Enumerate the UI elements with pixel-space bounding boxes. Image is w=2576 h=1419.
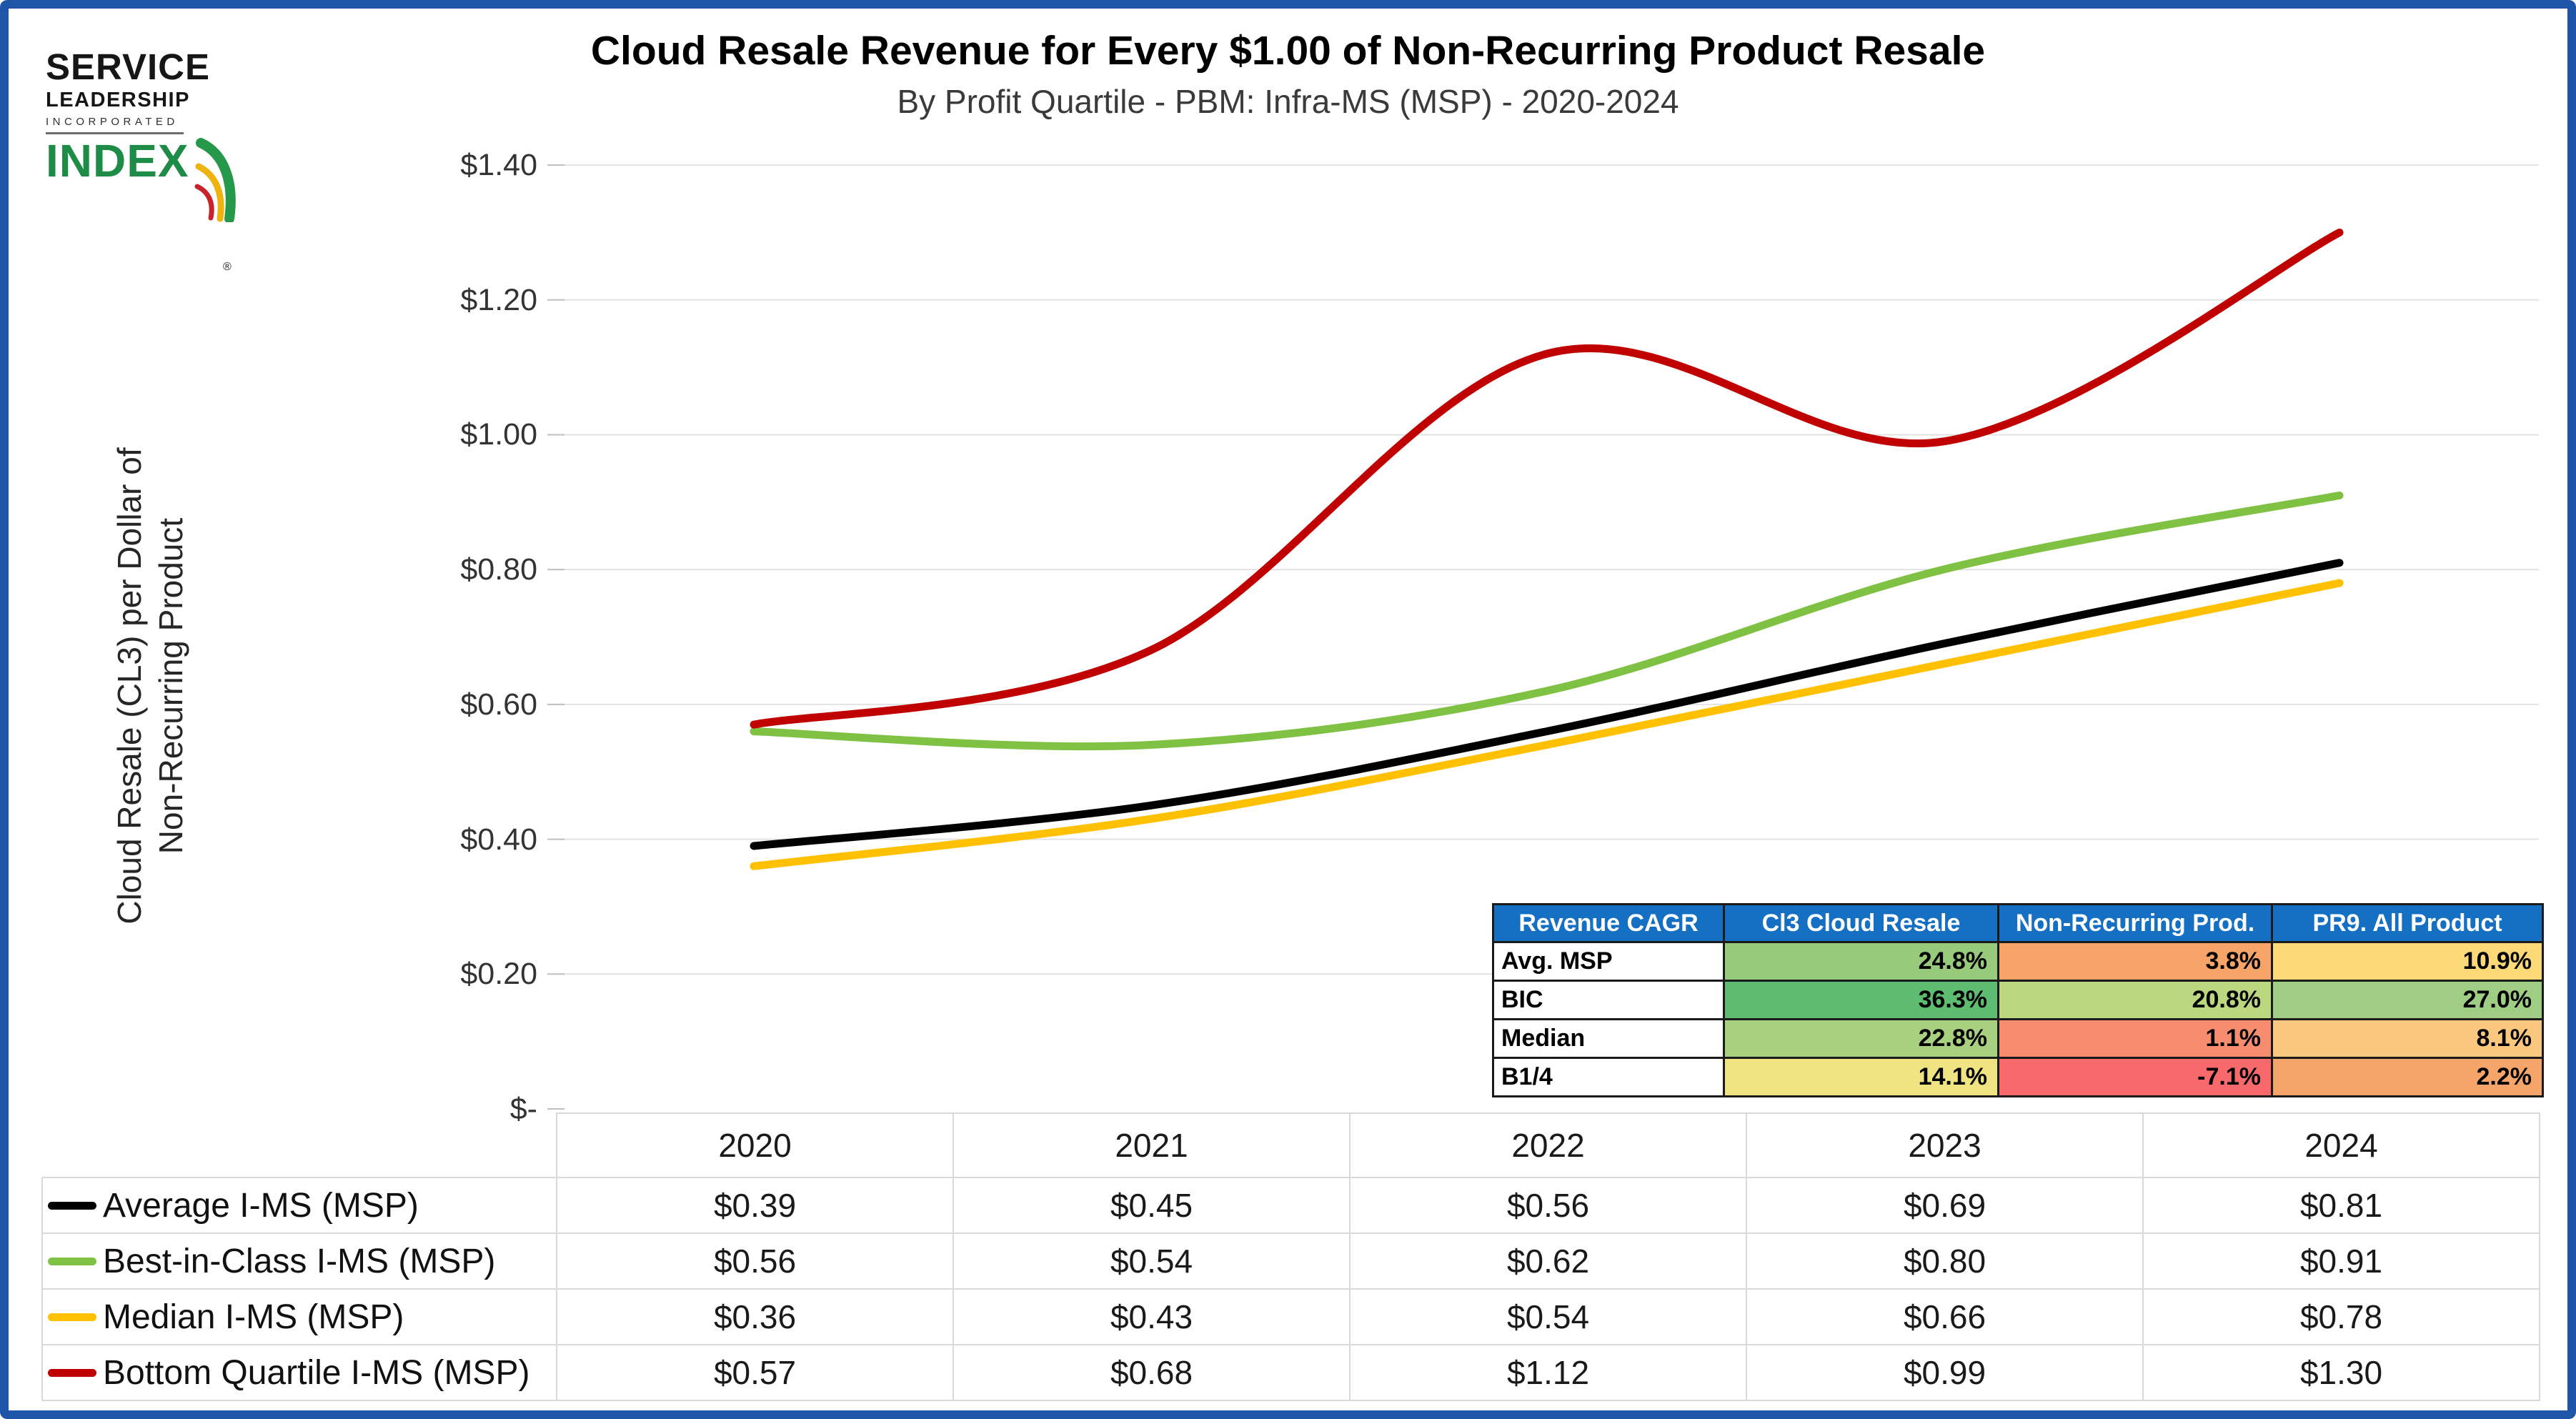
year-header-cell: 2023 — [1746, 1112, 2144, 1178]
logo-swoosh-icon — [194, 138, 236, 222]
table-row: Bottom Quartile I-MS (MSP) $0.57 $0.68 $1.1… — [41, 1344, 2540, 1401]
series-name-label: Average I-MS (MSP) — [103, 1186, 419, 1225]
series-name-label: Best-in-Class I-MS (MSP) — [103, 1242, 496, 1280]
year-header-cell: 2020 — [556, 1112, 954, 1178]
cagr-header-cell: Cl3 Cloud Resale — [1723, 903, 1999, 943]
y-axis-tick-label: $0.20 — [460, 957, 537, 992]
value-cell: $0.78 — [2142, 1288, 2540, 1345]
chart-title: Cloud Resale Revenue for Every $1.00 of … — [590, 28, 1986, 74]
value-cell: $0.66 — [1746, 1288, 2144, 1345]
value-cell: $0.56 — [1349, 1177, 1747, 1234]
value-cell: $0.62 — [1349, 1233, 1747, 1290]
value-cell: $0.39 — [556, 1177, 954, 1234]
series-line-average-i-ms-msp- — [750, 559, 2344, 850]
legend-key-icon — [48, 1313, 96, 1321]
legend-cell: Average I-MS (MSP) — [41, 1177, 557, 1234]
service-leadership-index-logo: SERVICE LEADERSHIP INCORPORATED INDEX ® — [46, 46, 260, 273]
table-row: Median I-MS (MSP) $0.36 $0.43 $0.54 $0.66 $0.… — [41, 1288, 2540, 1345]
cagr-value-cell: 20.8% — [1997, 980, 2273, 1020]
logo-word-incorporated: INCORPORATED — [46, 116, 179, 128]
legend-cell: Median I-MS (MSP) — [41, 1288, 557, 1345]
cagr-row-label: Avg. MSP — [1492, 941, 1725, 982]
table-corner-empty-cell — [42, 1113, 557, 1177]
legend-key-icon — [48, 1368, 96, 1377]
cagr-row-label: Median — [1492, 1018, 1725, 1059]
value-cell: $0.99 — [1746, 1344, 2144, 1401]
value-cell: $0.80 — [1746, 1233, 2144, 1290]
y-axis-tick-label: $1.40 — [460, 148, 537, 183]
value-cell: $0.81 — [2142, 1177, 2540, 1234]
value-cell: $1.30 — [2142, 1344, 2540, 1401]
cagr-value-cell: 24.8% — [1723, 941, 1999, 982]
table-row: Best-in-Class I-MS (MSP) $0.56 $0.54 $0.62 $… — [41, 1233, 2540, 1290]
y-axis-tick-label: $- — [509, 1092, 537, 1126]
cagr-header-cell: Non-Recurring Prod. — [1997, 903, 2273, 943]
series-line-bottom-quartile-i-ms-msp- — [750, 228, 2344, 729]
value-cell: $1.12 — [1349, 1344, 1747, 1401]
y-axis-tick-label: $0.80 — [460, 552, 537, 587]
logo-word-service: SERVICE — [46, 46, 210, 87]
cagr-value-cell: 27.0% — [2271, 980, 2544, 1020]
cagr-value-cell: 10.9% — [2271, 941, 2544, 982]
year-header-cell: 2024 — [2142, 1112, 2540, 1178]
value-cell: $0.68 — [953, 1344, 1351, 1401]
legend-cell: Best-in-Class I-MS (MSP) — [41, 1233, 557, 1290]
cagr-value-cell: 3.8% — [1997, 941, 2273, 982]
cagr-value-cell: 2.2% — [2271, 1057, 2544, 1097]
logo-word-leadership: LEADERSHIP — [46, 89, 190, 111]
chart-data-table: 2020 2021 2022 2023 2024 Average I-MS (MSP) $0… — [41, 1112, 2540, 1401]
series-name-label: Median I-MS (MSP) — [103, 1298, 404, 1336]
cagr-value-cell: 8.1% — [2271, 1018, 2544, 1059]
value-cell: $0.45 — [953, 1177, 1351, 1234]
series-name-label: Bottom Quartile I-MS (MSP) — [103, 1353, 530, 1392]
value-cell: $0.56 — [556, 1233, 954, 1290]
year-header-cell: 2021 — [953, 1112, 1351, 1178]
logo-divider — [46, 132, 184, 134]
revenue-cagr-table: Revenue CAGR Cl3 Cloud Resale Non-Recurrin… — [1492, 903, 2544, 1097]
value-cell: $0.43 — [953, 1288, 1351, 1345]
value-cell: $0.91 — [2142, 1233, 2540, 1290]
cagr-value-cell: 22.8% — [1723, 1018, 1999, 1059]
logo-word-index: INDEX — [46, 135, 189, 186]
registered-trademark-icon: ® — [223, 261, 232, 273]
table-row: Average I-MS (MSP) $0.39 $0.45 $0.56 $0.69 $0… — [41, 1177, 2540, 1234]
cagr-row-label: BIC — [1492, 980, 1725, 1020]
cagr-row-label: B1/4 — [1492, 1057, 1725, 1097]
cagr-header-cell: PR9. All Product — [2271, 903, 2544, 943]
value-cell: $0.54 — [1349, 1288, 1747, 1345]
y-axis-tick-label: $0.60 — [460, 687, 537, 722]
year-header-cell: 2022 — [1349, 1112, 1747, 1178]
cagr-value-cell: -7.1% — [1997, 1057, 2273, 1097]
y-axis-tick-label: $1.00 — [460, 417, 537, 452]
series-line-median-i-ms-msp- — [750, 579, 2344, 870]
value-cell: $0.36 — [556, 1288, 954, 1345]
y-axis-tick-label: $0.40 — [460, 822, 537, 857]
value-cell: $0.69 — [1746, 1177, 2144, 1234]
value-cell: $0.57 — [556, 1344, 954, 1401]
legend-key-icon — [48, 1257, 96, 1265]
cagr-header-cell: Revenue CAGR — [1492, 903, 1725, 943]
series-line-best-in-class-i-ms-msp- — [750, 491, 2344, 751]
cagr-value-cell: 36.3% — [1723, 980, 1999, 1020]
legend-cell: Bottom Quartile I-MS (MSP) — [41, 1344, 557, 1401]
chart-subtitle: By Profit Quartile - PBM: Infra-MS (MSP)… — [897, 83, 1679, 120]
y-axis-tick-label: $1.20 — [460, 282, 537, 317]
legend-key-icon — [48, 1201, 96, 1210]
cagr-value-cell: 14.1% — [1723, 1057, 1999, 1097]
cagr-value-cell: 1.1% — [1997, 1018, 2273, 1059]
value-cell: $0.54 — [953, 1233, 1351, 1290]
